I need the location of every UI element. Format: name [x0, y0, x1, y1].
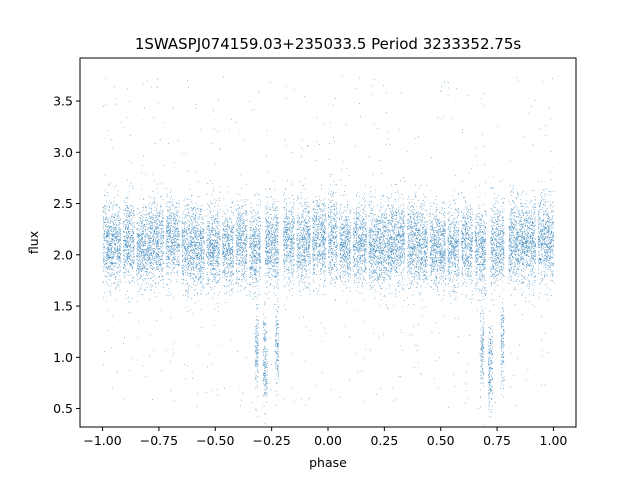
x-tick-label: −0.50	[196, 433, 234, 448]
y-tick-label: 1.0	[53, 350, 73, 365]
x-tick-label: 0.00	[314, 433, 342, 448]
x-tick-label: −0.25	[252, 433, 290, 448]
x-tick-label: 0.25	[370, 433, 398, 448]
y-tick-label: 2.0	[53, 247, 73, 262]
x-tick-label: −1.00	[83, 433, 121, 448]
x-tick-label: 0.50	[427, 433, 455, 448]
y-tick-label: 1.5	[53, 299, 73, 314]
x-tick-label: −0.75	[140, 433, 178, 448]
y-tick-label: 3.0	[53, 145, 73, 160]
x-axis-label: phase	[309, 455, 347, 470]
x-axis-ticks: −1.00 −0.75 −0.50 −0.25 0.00 0.25 0.50 0.75 1.00	[83, 427, 567, 448]
x-tick-label: 0.75	[483, 433, 511, 448]
x-tick-label: 1.00	[540, 433, 568, 448]
y-tick-label: 0.5	[53, 401, 73, 416]
y-tick-label: 3.5	[53, 94, 73, 109]
y-tick-label: 2.5	[53, 196, 73, 211]
y-axis-label: flux	[26, 231, 41, 254]
y-axis-ticks: 0.5 1.0 1.5 2.0 2.5 3.0 3.5	[53, 94, 80, 416]
chart-title: 1SWASPJ074159.03+235033.5 Period 3233352…	[135, 35, 522, 53]
